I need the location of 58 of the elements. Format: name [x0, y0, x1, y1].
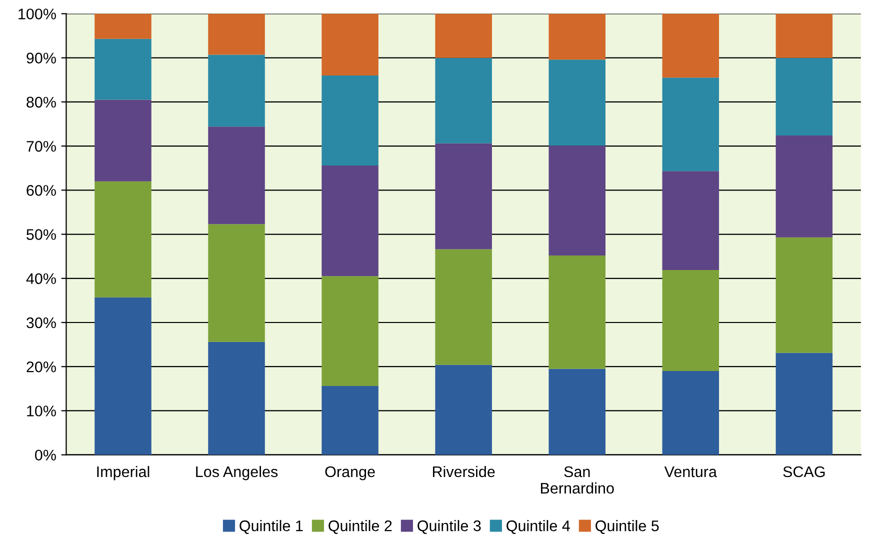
bar	[208, 342, 265, 455]
bar	[435, 364, 492, 455]
bar	[208, 14, 265, 55]
y-tick-label: 40%	[26, 273, 56, 284]
legend-label: Quintile 2	[328, 520, 392, 534]
bar	[548, 14, 606, 60]
legend-label: Quintile 3	[418, 520, 481, 534]
bar	[776, 352, 833, 455]
legend-label: Quintile 5	[596, 520, 659, 534]
bar	[322, 386, 378, 455]
bar	[94, 38, 152, 100]
x-tick-label: Los Angeles	[196, 466, 278, 480]
bar	[435, 58, 492, 144]
y-tick-label: 50%	[26, 229, 56, 240]
bar	[662, 371, 720, 455]
y-tick-label: 10%	[27, 406, 56, 416]
bar	[548, 60, 606, 146]
x-tick-label: Ventura	[664, 466, 717, 478]
bar	[435, 14, 492, 58]
x-tick-label: San Bernardino	[540, 466, 614, 494]
y-tick-label: 90%	[26, 52, 56, 64]
bar	[662, 270, 720, 372]
bar	[94, 181, 152, 298]
bar	[322, 14, 378, 76]
bar	[662, 78, 720, 172]
legend-label: Quintile 1	[240, 520, 303, 534]
bar	[776, 135, 833, 238]
bar	[435, 143, 492, 250]
bar	[548, 146, 606, 256]
y-tick-label: 80%	[26, 96, 56, 108]
y-tick-label: 20%	[26, 361, 56, 372]
x-tick-label: Riverside	[432, 466, 495, 478]
bar	[662, 14, 720, 78]
bar	[94, 297, 152, 455]
y-tick-label: 100%	[18, 8, 56, 20]
bar	[548, 368, 606, 455]
bar	[776, 58, 833, 136]
x-tick-label: Imperial	[97, 466, 150, 480]
bar	[548, 255, 606, 369]
y-tick-label: 60%	[26, 185, 56, 196]
bar	[322, 276, 378, 386]
x-tick-label: SCAG	[783, 466, 825, 478]
y-tick-label: 0%	[35, 450, 56, 461]
bar	[776, 14, 833, 58]
x-tick-label: Orange	[325, 466, 375, 480]
y-tick-label: 30%	[26, 317, 56, 328]
bar	[322, 75, 378, 166]
bar	[435, 249, 492, 365]
bar	[94, 100, 152, 182]
bar	[208, 224, 265, 342]
bar	[322, 165, 378, 276]
bar	[662, 171, 720, 270]
bar	[208, 126, 265, 224]
bar	[94, 14, 152, 39]
bar	[776, 237, 833, 353]
bar	[208, 54, 265, 127]
legend-label: Quintile 4	[506, 520, 570, 534]
y-tick-label: 70%	[26, 140, 56, 152]
